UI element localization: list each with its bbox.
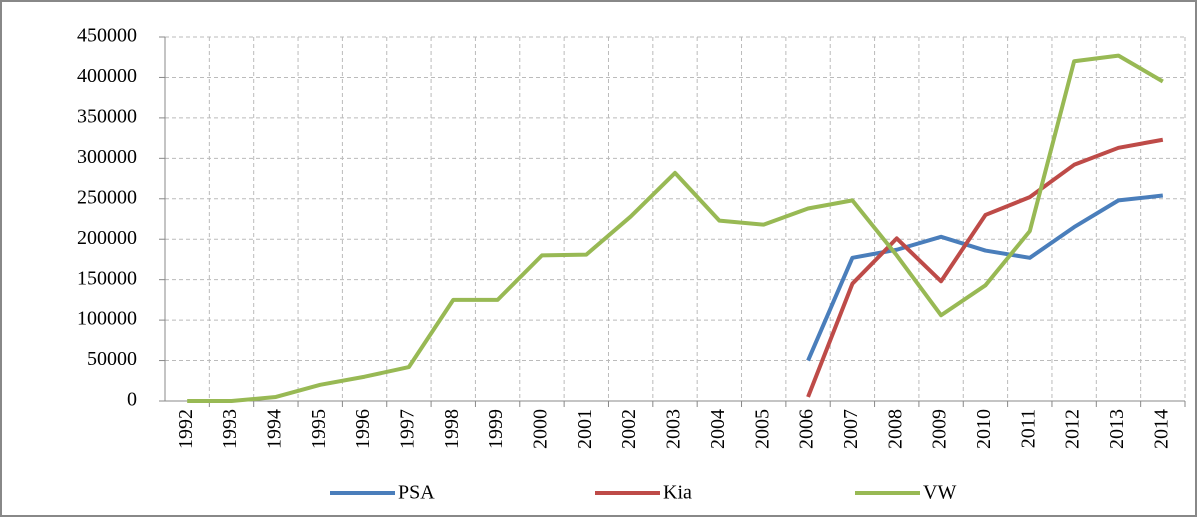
x-tick-label: 2009 <box>929 409 951 449</box>
x-tick-label: 1995 <box>308 409 330 449</box>
y-tick-label: 300000 <box>77 146 137 168</box>
x-tick-label: 2005 <box>751 409 773 449</box>
legend-label: PSA <box>398 482 435 504</box>
x-tick-label: 2003 <box>663 409 685 449</box>
series-line <box>806 137 1164 398</box>
y-tick-label: 350000 <box>77 105 137 127</box>
x-tick-label: 2007 <box>840 409 862 449</box>
y-tick-label: 150000 <box>77 267 137 289</box>
x-tick-label: 1993 <box>219 409 241 449</box>
y-tick-label: 100000 <box>77 308 137 330</box>
x-tick-label: 1994 <box>263 409 285 449</box>
x-tick-label: 1998 <box>441 409 463 449</box>
y-tick-label: 250000 <box>77 186 137 208</box>
x-tick-label: 2013 <box>1106 409 1128 449</box>
x-tick-label: 1999 <box>485 409 507 449</box>
legend-label: VW <box>923 482 956 504</box>
series-line <box>187 53 1164 403</box>
x-tick-label: 2014 <box>1150 409 1172 449</box>
x-tick-label: 2002 <box>618 409 640 449</box>
y-tick-label: 0 <box>127 389 137 411</box>
y-tick-label: 400000 <box>77 65 137 87</box>
y-tick-label: 50000 <box>87 348 137 370</box>
x-tick-label: 2004 <box>707 409 729 449</box>
x-tick-label: 1992 <box>175 409 197 449</box>
legend-label: Kia <box>663 482 692 504</box>
x-tick-label: 2008 <box>884 409 906 449</box>
x-tick-label: 2000 <box>530 409 552 449</box>
x-tick-label: 1996 <box>352 409 374 449</box>
y-tick-label: 200000 <box>77 227 137 249</box>
x-tick-label: 2010 <box>973 409 995 449</box>
legend: PSA Kia VW <box>330 482 956 504</box>
x-tick-label: 2012 <box>1062 409 1084 449</box>
x-tick-label: 2001 <box>574 409 596 449</box>
x-tick-label: 1997 <box>397 409 419 449</box>
x-tick-label: 2006 <box>796 409 818 449</box>
x-tick-label: 2011 <box>1017 409 1039 448</box>
series-line <box>806 193 1164 362</box>
y-tick-label: 450000 <box>77 25 137 47</box>
